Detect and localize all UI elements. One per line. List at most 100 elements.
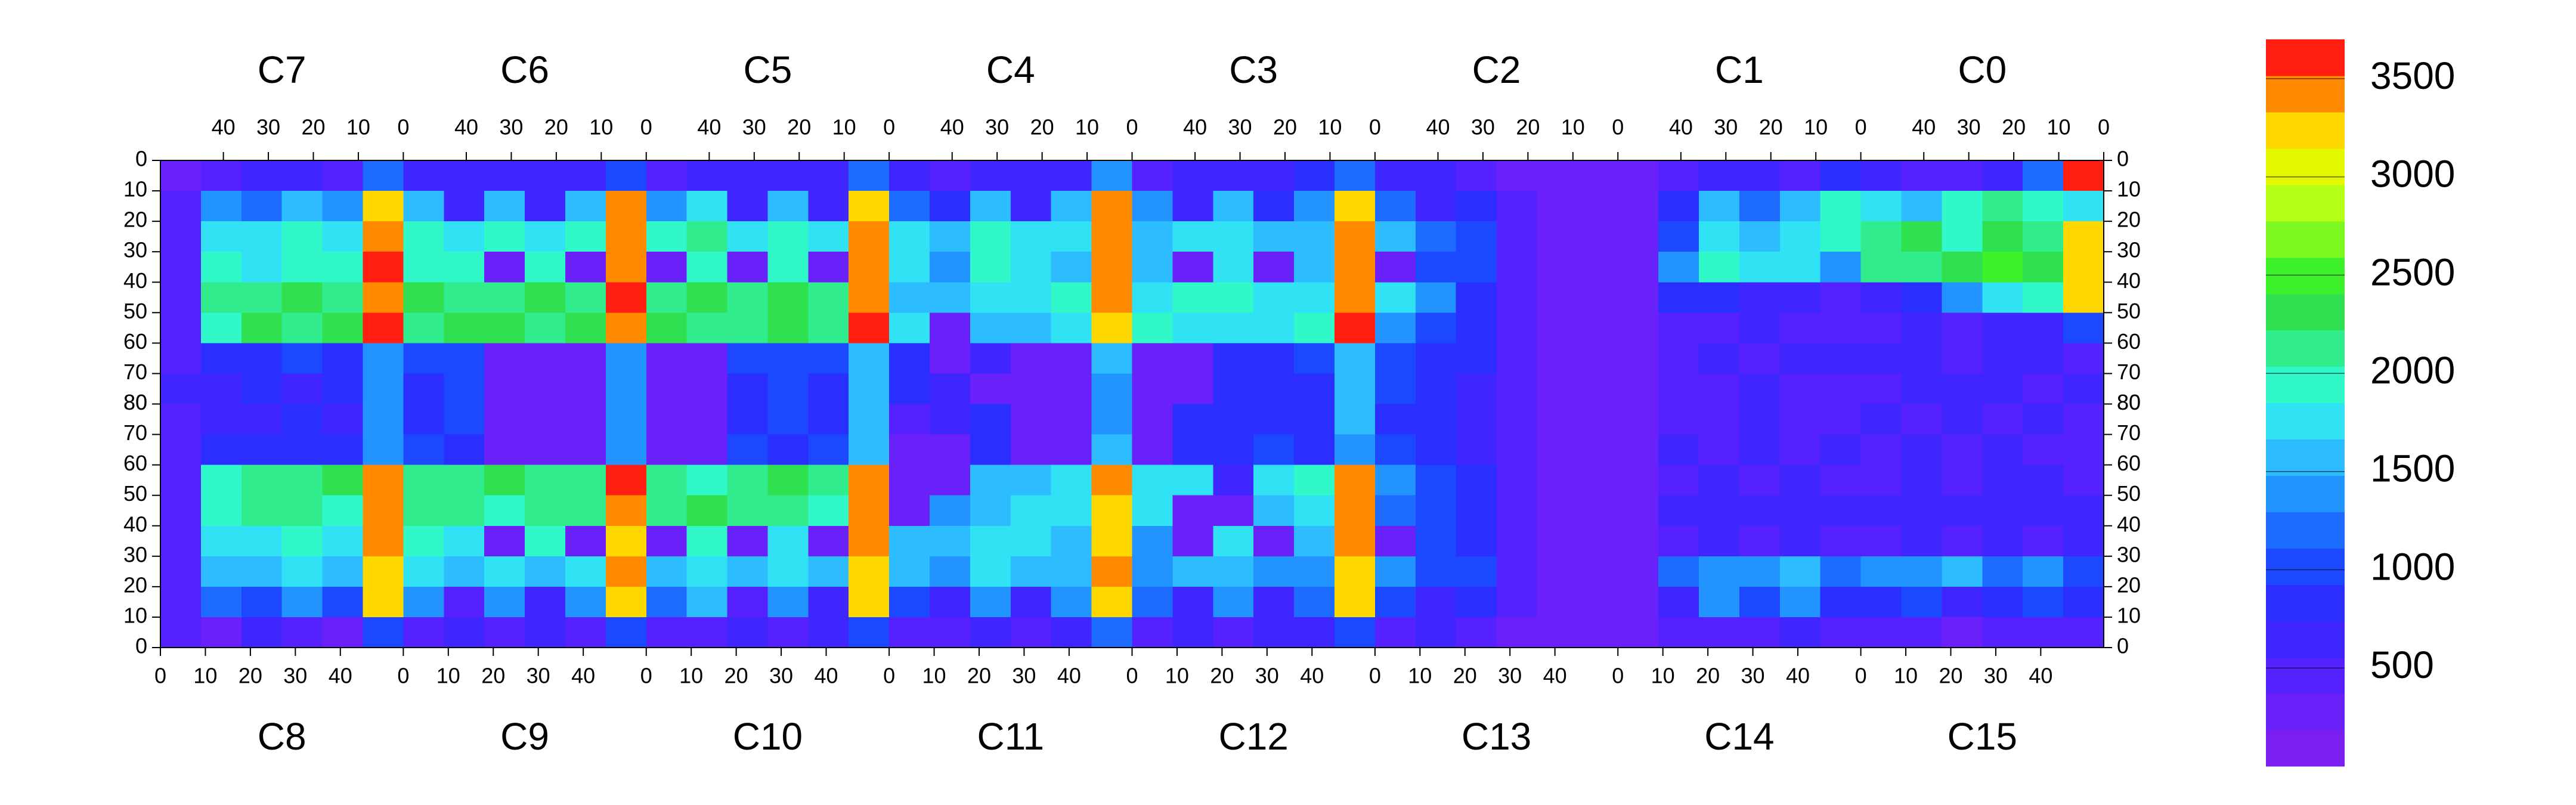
cell [727, 252, 769, 283]
cell [849, 221, 890, 252]
cell [1132, 434, 1173, 466]
cell [565, 252, 606, 283]
cell [1172, 586, 1213, 618]
x-tick-label: 20 [544, 115, 568, 140]
cell [1253, 525, 1295, 557]
cell [200, 495, 242, 527]
cell [767, 160, 809, 191]
cell [646, 252, 688, 283]
x-tick-label: 20 [1273, 115, 1297, 140]
cell [1415, 434, 1457, 466]
cell [1699, 525, 1740, 557]
cell [970, 404, 1011, 435]
cell [727, 312, 769, 343]
cell [1294, 160, 1335, 191]
cell [1860, 586, 1902, 618]
cell [1456, 373, 1497, 405]
cell [484, 434, 525, 466]
x-tick-label: 20 [967, 664, 991, 688]
cell [1820, 343, 1862, 374]
x-tick-label: 30 [1255, 664, 1279, 688]
cell [1577, 404, 1618, 435]
color-band [2266, 402, 2345, 440]
cell [727, 221, 769, 252]
cell [2023, 404, 2064, 435]
cell [1172, 282, 1213, 313]
cell [1091, 495, 1133, 527]
x-tick-label: 30 [769, 664, 793, 688]
cell [1901, 586, 1943, 618]
cell [1010, 282, 1052, 313]
cell [403, 617, 444, 648]
cell [1132, 373, 1173, 405]
cell [889, 586, 930, 618]
cell [1334, 252, 1376, 283]
cell [1860, 191, 1902, 222]
cell [686, 525, 728, 557]
y-tick-label: 50 [123, 299, 147, 323]
cell [767, 525, 809, 557]
cell [1739, 465, 1781, 496]
cell [363, 373, 404, 405]
cell [322, 586, 364, 618]
cell [444, 556, 485, 587]
y-tick-label: 80 [123, 390, 147, 414]
cell [1051, 160, 1092, 191]
cell [1010, 495, 1052, 527]
cell [1334, 525, 1376, 557]
cell [1982, 312, 2023, 343]
cell [1334, 586, 1376, 618]
colorbar-tick-label: 1500 [2370, 447, 2455, 490]
cell [1901, 525, 1943, 557]
y-tick-label: 20 [123, 208, 147, 232]
cell [363, 465, 404, 496]
y-tick-label: 60 [2117, 451, 2141, 475]
cell [1820, 312, 1862, 343]
cell [444, 160, 485, 191]
cell [444, 586, 485, 618]
x-tick-label: 20 [301, 115, 325, 140]
x-tick-label: 40 [454, 115, 478, 140]
cell [281, 434, 323, 466]
cell [808, 617, 849, 648]
cell [484, 343, 525, 374]
cell [2063, 312, 2104, 343]
cell [1739, 617, 1781, 648]
cell [646, 282, 688, 313]
cell [646, 221, 688, 252]
cell [1132, 221, 1173, 252]
cell [160, 556, 202, 587]
cell [363, 221, 404, 252]
cell [849, 525, 890, 557]
color-band [2266, 293, 2345, 331]
cell [565, 282, 606, 313]
chip-label: C12 [1218, 715, 1288, 758]
cell [1132, 556, 1173, 587]
cell [525, 312, 566, 343]
x-tick-label: 10 [1318, 115, 1342, 140]
cell [1456, 312, 1497, 343]
cell [403, 556, 444, 587]
cell [1901, 404, 1943, 435]
cell [1415, 282, 1457, 313]
cell [2023, 556, 2064, 587]
y-tick-label: 70 [2117, 360, 2141, 384]
x-tick-label: 20 [481, 664, 505, 688]
cell [1132, 404, 1173, 435]
cell [241, 434, 283, 466]
x-tick-label: 40 [1786, 664, 1810, 688]
cell [767, 252, 809, 283]
cell [363, 312, 404, 343]
cell [1618, 373, 1659, 405]
cell [1577, 191, 1618, 222]
cell [1091, 373, 1133, 405]
cell [1739, 282, 1781, 313]
x-tick-label: 40 [329, 664, 352, 688]
cell [444, 282, 485, 313]
cell [363, 495, 404, 527]
x-tick-label: 20 [1516, 115, 1540, 140]
cell [565, 343, 606, 374]
x-tick-label: 20 [1453, 664, 1477, 688]
cell [1415, 221, 1457, 252]
color-band [2266, 257, 2345, 295]
